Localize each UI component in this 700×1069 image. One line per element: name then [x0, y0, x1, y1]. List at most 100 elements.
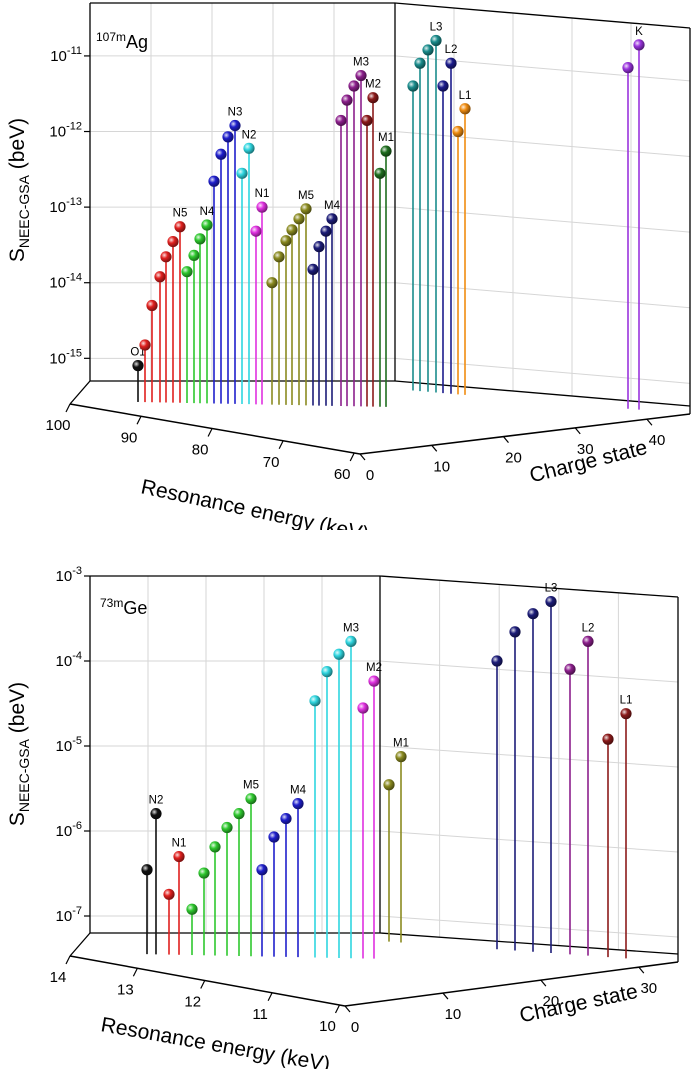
z-tick-label: 10-7 [56, 905, 82, 925]
z-tick-label: 10-12 [49, 121, 82, 141]
series-label-l1: L1 [620, 695, 633, 707]
point-m2 [368, 675, 380, 687]
point-n4 [181, 266, 193, 278]
y-tick [574, 427, 581, 435]
point-m2 [357, 702, 369, 714]
point-m5 [233, 808, 245, 820]
point-m3 [345, 635, 357, 648]
point-n1 [250, 225, 262, 237]
point-n5 [146, 299, 158, 312]
point-n2 [243, 142, 255, 154]
y-tick-label: 20 [543, 993, 560, 1010]
chart-ge73m: 14 13 12 11 10 0 10 20 30 10-7 10-6 10-5 10-4 10-3 Res… [6, 565, 679, 1069]
series-label-o1: O1 [130, 347, 145, 359]
y-tick [442, 992, 449, 1000]
series-label-n1: N1 [172, 838, 187, 850]
z-gridline-right [379, 660, 679, 683]
point-n5 [174, 221, 186, 233]
series-label-m2: M2 [365, 79, 381, 91]
point-m3 [355, 69, 367, 82]
y-tick-label: 10 [433, 458, 450, 475]
point-n4 [188, 249, 200, 261]
series-label-k: K [635, 26, 643, 38]
point-n5 [154, 271, 166, 283]
series-label-l1: L1 [459, 90, 472, 102]
point-m5 [221, 821, 233, 834]
point-m1 [380, 145, 392, 157]
point-m1 [395, 751, 407, 763]
point-m5 [186, 903, 198, 915]
point-l3 [491, 655, 503, 667]
series-label-l3: L3 [430, 21, 443, 33]
z-tick-label: 10-4 [56, 650, 82, 670]
point-k [622, 62, 634, 74]
x-tick [334, 1004, 341, 1014]
z-tick-label: 10-14 [49, 272, 82, 292]
point-l1 [602, 733, 614, 745]
point-m3 [341, 94, 353, 106]
series-label-m3: M3 [343, 622, 359, 634]
y-tick-label: 30 [577, 441, 594, 458]
point-n3 [208, 175, 220, 187]
series-label-m1: M1 [378, 132, 394, 144]
x-tick [200, 980, 206, 989]
point-n2 [141, 864, 153, 876]
z-gridline-right [379, 745, 679, 768]
y-tick [540, 979, 547, 987]
point-m3 [335, 114, 347, 127]
point-m1 [374, 167, 386, 179]
point-m2 [361, 114, 373, 127]
point-m5 [198, 867, 210, 879]
y-tick-label: 40 [649, 432, 666, 449]
x-tick [136, 415, 142, 425]
point-l3 [422, 44, 434, 56]
point-m5 [245, 793, 257, 805]
x-tick [132, 967, 138, 977]
z-tick-label: 10-3 [56, 565, 82, 585]
series-label-n1: N1 [255, 188, 270, 200]
point-k [633, 39, 645, 51]
y-tick [344, 1005, 351, 1013]
point-m4 [268, 831, 280, 843]
series-label-l2: L2 [445, 44, 458, 56]
series-label-m2: M2 [366, 662, 382, 674]
z-axis-label: SNEEC-GSA (beV) [6, 118, 32, 262]
point-n4 [194, 233, 206, 245]
y-tick-label: 30 [640, 980, 657, 997]
y-tick-label: 10 [445, 1006, 462, 1023]
point-o1 [132, 360, 144, 372]
point-l3 [407, 80, 419, 92]
point-m1 [383, 779, 395, 791]
z-tick-label: 10-15 [49, 347, 82, 367]
series-label-n4: N4 [200, 206, 215, 218]
point-l3 [527, 608, 539, 620]
point-m4 [307, 263, 319, 276]
point-n1 [163, 888, 175, 900]
z-gridline-right [379, 830, 679, 853]
series-label-n3: N3 [228, 107, 243, 119]
x-axis-label: Resonance energy (keV) [99, 1013, 332, 1069]
point-m3 [348, 80, 360, 92]
point-l3 [430, 34, 442, 47]
point-l1 [620, 708, 632, 720]
x-tick [267, 992, 273, 1002]
point-m5 [286, 224, 298, 236]
x-axis-label: Resonance energy (keV) [139, 475, 371, 530]
series-label-m4: M4 [324, 200, 341, 212]
z-gridline-right [394, 282, 691, 309]
series-label-n2: N2 [149, 795, 164, 807]
y-tick-label: 20 [505, 450, 522, 467]
z-tick-label: 10-5 [56, 735, 82, 755]
point-m5 [293, 213, 305, 225]
point-n4 [201, 219, 213, 231]
y-tick-label: 0 [351, 1019, 359, 1036]
x-tick-label: 70 [263, 454, 280, 471]
y-axis [344, 961, 679, 1007]
point-m3 [321, 666, 333, 678]
z-axis-label: SNEEC-GSA (beV) [6, 682, 32, 826]
point-l3 [414, 57, 426, 69]
x-axis-connector [69, 380, 91, 405]
series-label-m4: M4 [290, 785, 307, 797]
box-edge [394, 2, 691, 29]
